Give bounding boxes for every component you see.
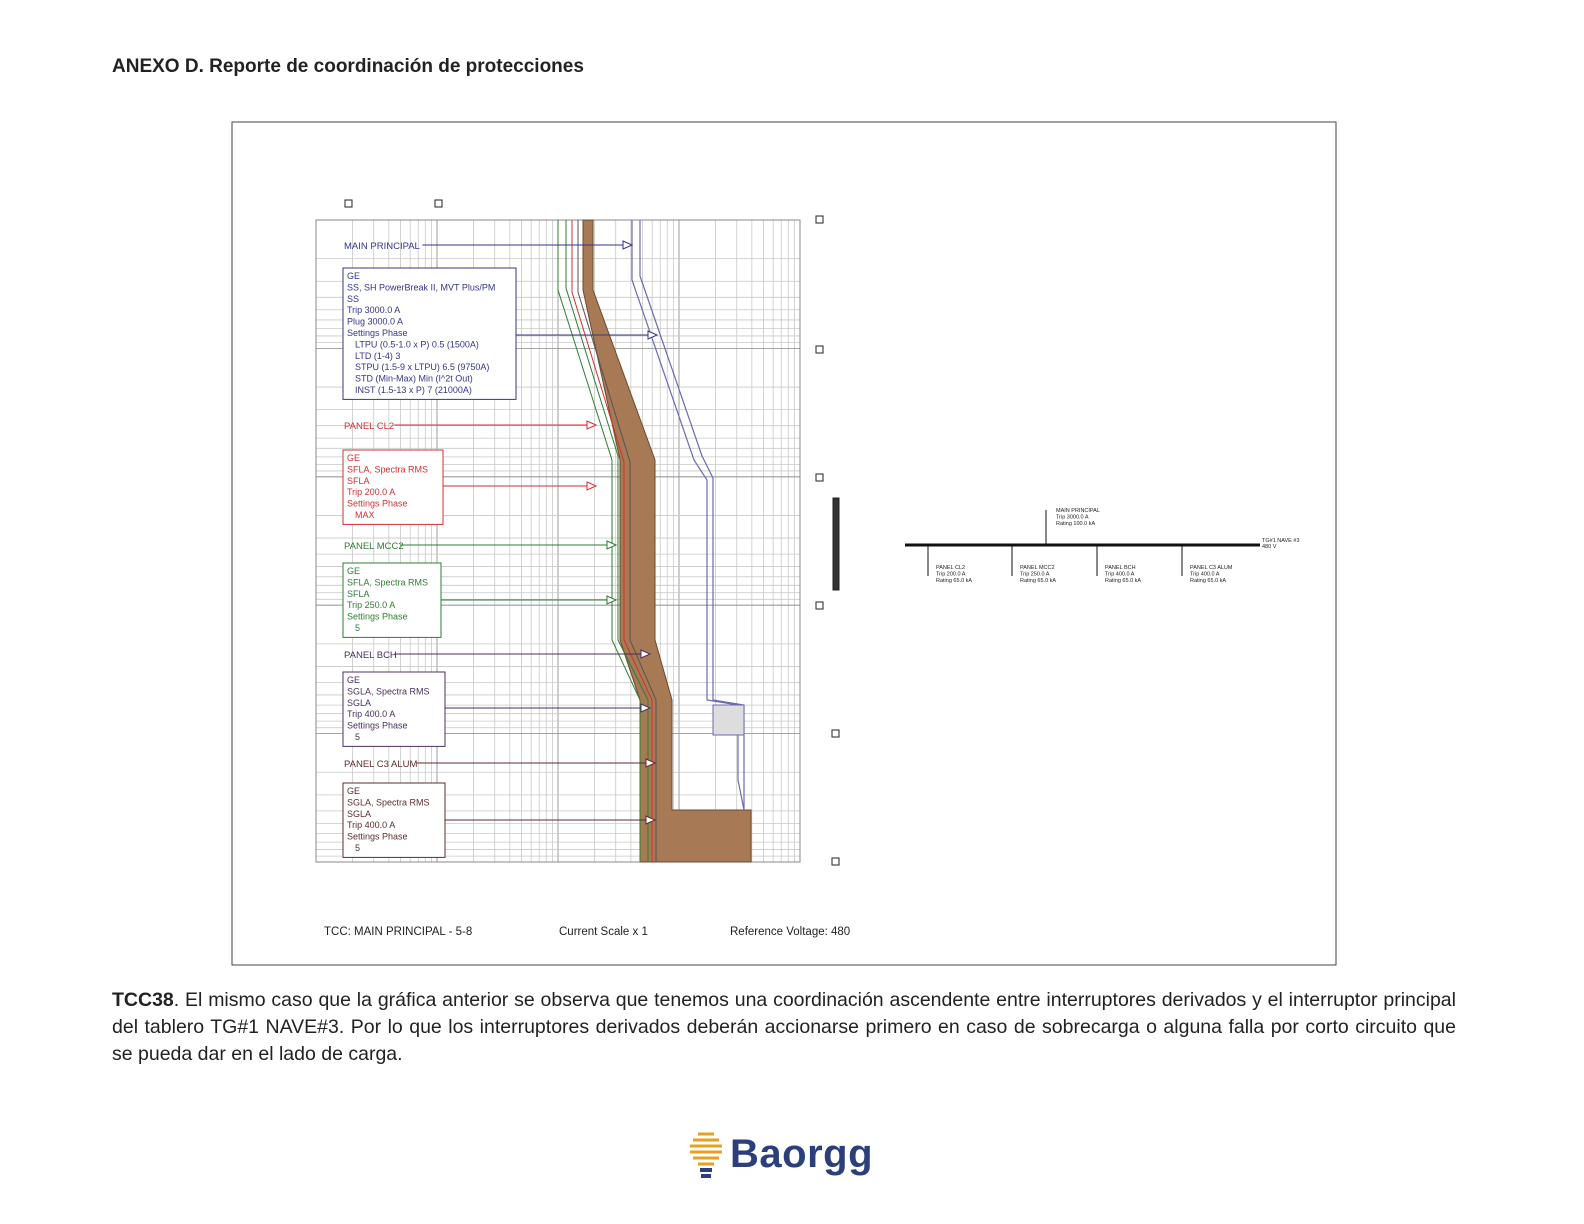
device-setting: GE	[347, 271, 360, 281]
device-setting: Settings Phase	[347, 328, 408, 338]
arrow-head	[622, 240, 634, 250]
device-name: PANEL BCH	[344, 650, 397, 661]
device-box	[342, 449, 444, 525]
one-line-text: PANEL C3 ALUM	[1190, 565, 1233, 571]
logo-text: Baorgg	[730, 1131, 873, 1176]
one-line-text: Rating 65.0 kA	[1105, 578, 1141, 584]
device-setting: LTD (1-4) 3	[355, 351, 400, 361]
arrow-head	[647, 330, 659, 340]
one-line-text: 480 V	[1262, 544, 1277, 550]
arrow-head	[586, 420, 598, 430]
caption-text: . El mismo caso que la gráfica anterior …	[112, 989, 1456, 1065]
arrow-head	[640, 703, 652, 713]
device-name: PANEL MCC2	[344, 541, 404, 552]
one-line-text: Trip 400.0 A	[1190, 572, 1220, 578]
device-setting: SFLA	[347, 589, 370, 599]
arrow-head	[645, 815, 657, 825]
one-line-text: Rating 100.0 kA	[1056, 521, 1095, 527]
header-title: ANEXO D. Reporte de coordinación de prot…	[112, 56, 584, 77]
device-name: MAIN PRINCIPAL	[344, 241, 420, 252]
device-setting: SGLA	[347, 698, 371, 708]
feeder-curve	[571, 220, 653, 862]
one-line-text: Trip 3000.0 A	[1056, 515, 1089, 521]
device-setting: GE	[347, 675, 360, 685]
feeder-curve	[577, 220, 657, 862]
device-name: PANEL C3 ALUM	[344, 759, 417, 770]
one-line-text: Rating 65.0 kA	[1020, 578, 1056, 584]
device-box	[342, 562, 442, 638]
one-line-text: Rating 65.0 kA	[936, 578, 972, 584]
inst-region	[712, 704, 745, 736]
scale-markers	[344, 199, 840, 866]
device-setting: SS, SH PowerBreak II, MVT Plus/PM	[347, 282, 495, 292]
device-setting: SGLA	[347, 809, 371, 819]
logo-icon	[690, 1132, 722, 1178]
device-setting: GE	[347, 786, 360, 796]
device-setting: Trip 400.0 A	[347, 820, 395, 830]
device-name: PANEL CL2	[344, 421, 394, 432]
arrow-head	[606, 595, 618, 605]
footer-text: TCC: MAIN PRINCIPAL - 5-8	[324, 926, 472, 938]
one-line-text: PANEL BCH	[1105, 565, 1136, 571]
footer-text: Current Scale x 1	[559, 926, 648, 938]
caption: TCC38. El mismo caso que la gráfica ante…	[112, 987, 1456, 1068]
device-setting: GE	[347, 566, 360, 576]
main-curve	[631, 220, 745, 811]
one-line-text: TG#1 NAVE #3	[1262, 538, 1300, 544]
device-setting: SGLA, Spectra RMS	[347, 797, 430, 807]
device-box	[342, 671, 446, 747]
one-line-text: Trip 400.0 A	[1105, 572, 1135, 578]
device-setting: GE	[347, 453, 360, 463]
device-setting: SFLA	[347, 476, 370, 486]
device-setting: Settings Phase	[347, 832, 408, 842]
device-setting: Settings Phase	[347, 499, 408, 509]
one-line-text: MAIN PRINCIPAL	[1056, 508, 1100, 514]
arrow-head	[606, 540, 618, 550]
damage-band	[582, 219, 752, 863]
device-box	[342, 267, 517, 400]
arrow-head	[640, 649, 652, 659]
feeder-curve	[557, 220, 641, 862]
device-setting: Trip 3000.0 A	[347, 305, 400, 315]
arrow-head	[586, 481, 598, 491]
device-setting: 5	[355, 843, 360, 853]
figure-footer: TCC: MAIN PRINCIPAL - 5-8 Current Scale …	[324, 926, 850, 938]
device-setting: STPU (1.5-9 x LTPU) 6.5 (9750A)	[355, 362, 489, 372]
device-setting: SS	[347, 294, 359, 304]
one-line-text: PANEL MCC2	[1020, 565, 1055, 571]
device-setting: Settings Phase	[347, 721, 408, 731]
device-setting: INST (1.5-13 x P) 7 (21000A)	[355, 385, 472, 395]
device-setting: SFLA, Spectra RMS	[347, 577, 428, 587]
device-setting: 5	[355, 732, 360, 742]
caption-label: TCC38	[112, 989, 174, 1011]
curves	[557, 219, 752, 863]
footer-text: Reference Voltage: 480	[730, 926, 850, 938]
one-line-text: Rating 65.0 kA	[1190, 578, 1226, 584]
device-setting: MAX	[355, 510, 375, 520]
device-setting: LTPU (0.5-1.0 x P) 0.5 (1500A)	[355, 339, 479, 349]
one-line-text: PANEL CL2	[936, 565, 965, 571]
device-setting: 5	[355, 623, 360, 633]
feeder-curve	[565, 220, 649, 862]
device-setting: Plug 3000.0 A	[347, 317, 403, 327]
device-setting: Trip 400.0 A	[347, 709, 395, 719]
device-setting: Settings Phase	[347, 612, 408, 622]
arrow-head	[645, 758, 657, 768]
device-setting: STD (Min-Max) Min (I^2t Out)	[355, 374, 473, 384]
device-setting: Trip 200.0 A	[347, 487, 395, 497]
one-line-text: Trip 250.0 A	[1020, 572, 1050, 578]
device-setting: SGLA, Spectra RMS	[347, 686, 430, 696]
logo: Baorgg	[688, 1128, 873, 1180]
one-line-text: Trip 200.0 A	[936, 572, 966, 578]
device-setting: SFLA, Spectra RMS	[347, 464, 428, 474]
device-setting: Trip 250.0 A	[347, 600, 395, 610]
